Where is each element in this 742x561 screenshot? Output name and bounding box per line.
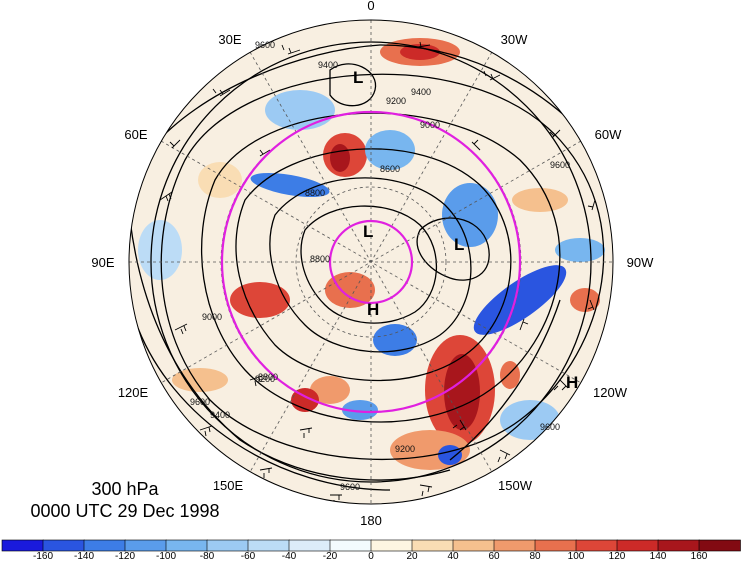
colorbar-segment bbox=[493, 539, 536, 552]
colorbar-tick-label: -40 bbox=[282, 551, 297, 561]
pressure-center-L: L bbox=[353, 68, 363, 87]
colorbar-segment bbox=[411, 539, 454, 552]
contour-line bbox=[235, 148, 512, 382]
colorbar-segment bbox=[370, 539, 413, 552]
contour-label: 8600 bbox=[380, 164, 400, 174]
colorbar-tick-label: 0 bbox=[368, 551, 374, 561]
lon-label-120w: 120W bbox=[593, 385, 628, 400]
contour-label: 8800 bbox=[310, 254, 330, 264]
contour-line bbox=[129, 219, 451, 481]
lon-label-0: 0 bbox=[367, 0, 374, 13]
map-border bbox=[128, 19, 614, 505]
outer-ring bbox=[220, 110, 522, 414]
pressure-level-title: 300 hPa bbox=[91, 479, 159, 499]
colorbar-segment bbox=[452, 539, 495, 552]
lon-label-150e: 150E bbox=[213, 478, 244, 493]
lon-label-60e: 60E bbox=[124, 127, 147, 142]
colorbar-segment bbox=[165, 539, 208, 552]
colorbar-segment bbox=[329, 539, 372, 552]
contour-label: 9600 bbox=[540, 422, 560, 432]
colorbar-segment bbox=[288, 539, 331, 552]
contour-label: 9600 bbox=[340, 482, 360, 492]
lon-label-30e: 30E bbox=[218, 32, 241, 47]
colorbar-segment bbox=[83, 539, 126, 552]
contour-line bbox=[269, 177, 472, 353]
contour-label: 8800 bbox=[305, 188, 325, 198]
pressure-center-H: H bbox=[367, 300, 379, 319]
contour-label: 9400 bbox=[318, 60, 338, 70]
colorbar: -160 -140 -120 -100 -80 -60 -40 -20 0 20 40 60 80 100… bbox=[1, 539, 741, 561]
contour-line bbox=[160, 73, 605, 460]
colorbar-segment bbox=[247, 539, 290, 552]
pressure-center-H: H bbox=[566, 373, 578, 392]
lon-label-120e: 120E bbox=[118, 385, 149, 400]
colorbar-tick-label: 20 bbox=[406, 551, 418, 561]
lon-label-150w: 150W bbox=[498, 478, 533, 493]
lon-label-30w: 30W bbox=[501, 32, 528, 47]
inner-ring bbox=[328, 219, 414, 305]
colorbar-segment bbox=[657, 539, 700, 552]
contour-label: 9600 bbox=[550, 160, 570, 170]
pressure-center-L: L bbox=[454, 235, 464, 254]
pressure-center-L: L bbox=[363, 222, 373, 241]
contour-label: 9600 bbox=[190, 397, 210, 407]
contour-label: 9000 bbox=[202, 312, 222, 322]
contour-line bbox=[134, 319, 391, 491]
colorbar-tick-label: -140 bbox=[74, 551, 94, 561]
colorbar-tick-label: -160 bbox=[33, 551, 53, 561]
longitude-labels: 0 30W 60W 90W 120W 150W 180 150E 120E 90… bbox=[91, 0, 654, 528]
contour-line bbox=[329, 63, 377, 107]
colorbar-tick-label: 100 bbox=[568, 551, 585, 561]
colorbar-segment bbox=[124, 539, 167, 552]
colorbar-tick-label: 40 bbox=[447, 551, 459, 561]
colorbar-tick-label: -120 bbox=[115, 551, 135, 561]
colorbar-tick-label: 160 bbox=[691, 551, 708, 561]
contour-label: 9200 bbox=[255, 374, 275, 384]
lon-label-90e: 90E bbox=[91, 255, 114, 270]
contour-labels: 9600 9400 9200 9000 8800 8600 8800 9400 … bbox=[190, 40, 570, 492]
contour-line bbox=[449, 299, 561, 461]
colorbar-tick-label: -80 bbox=[200, 551, 215, 561]
valid-time-title: 0000 UTC 29 Dec 1998 bbox=[30, 501, 220, 521]
pressure-centers: L L L H H bbox=[353, 68, 578, 392]
colorbar-segment bbox=[698, 539, 741, 552]
colorbar-segment bbox=[575, 539, 618, 552]
map-disk bbox=[129, 20, 613, 504]
colorbar-tick-label: -100 bbox=[156, 551, 176, 561]
colorbar-tick-label: 120 bbox=[609, 551, 626, 561]
lon-label-180: 180 bbox=[360, 513, 382, 528]
contour-label: 9200 bbox=[386, 96, 406, 106]
colorbar-tick-label: -60 bbox=[241, 551, 256, 561]
contour-line bbox=[149, 44, 581, 151]
colorbar-tick-label: -20 bbox=[323, 551, 338, 561]
colorbar-segment bbox=[1, 539, 44, 552]
colorbar-segment bbox=[616, 539, 659, 552]
colorbar-segment bbox=[42, 539, 85, 552]
magenta-rings bbox=[220, 110, 522, 414]
contour-label: 9400 bbox=[210, 410, 230, 420]
contour-label: 9200 bbox=[395, 444, 415, 454]
contour-label: 8800 bbox=[258, 372, 278, 382]
colorbar-segment bbox=[206, 539, 249, 552]
colorbar-tick-label: 60 bbox=[488, 551, 500, 561]
contour-label: 9000 bbox=[420, 120, 440, 130]
colorbar-tick-label: 80 bbox=[529, 551, 541, 561]
lon-label-90w: 90W bbox=[627, 255, 654, 270]
contour-line bbox=[300, 205, 438, 324]
contour-line bbox=[416, 217, 490, 281]
contour-label: 9400 bbox=[411, 87, 431, 97]
colorbar-tick-label: 140 bbox=[650, 551, 667, 561]
contour-label: 9600 bbox=[255, 40, 275, 50]
colorbar-segment bbox=[534, 539, 577, 552]
lon-label-60w: 60W bbox=[595, 127, 622, 142]
wind-barbs bbox=[159, 41, 596, 504]
